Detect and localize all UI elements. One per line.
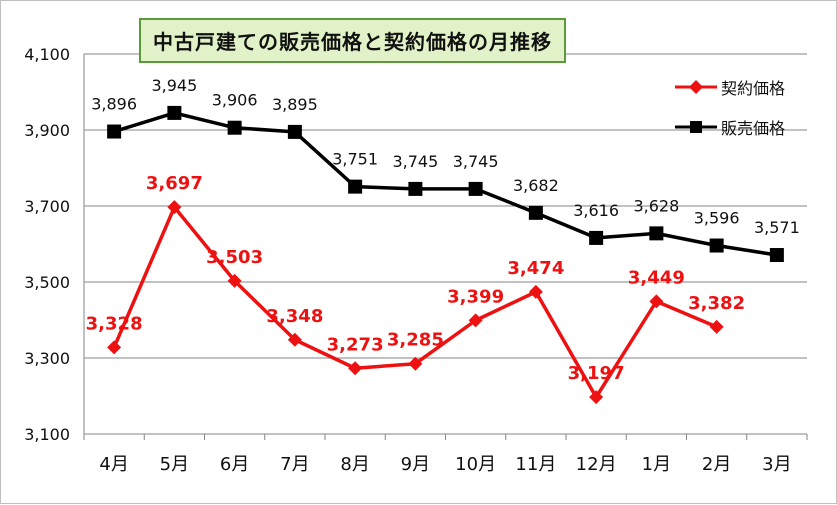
x-tick-label: 8月 xyxy=(340,454,369,475)
contract-price-point xyxy=(348,361,363,376)
sale-price-point xyxy=(107,124,122,139)
contract-price-label: 3,697 xyxy=(146,173,203,194)
x-tick-label: 1月 xyxy=(642,454,671,475)
legend-swatch-sale xyxy=(673,117,719,137)
sale-price-point xyxy=(167,105,182,120)
sale-price-point xyxy=(589,230,604,245)
contract-price-label: 3,328 xyxy=(86,313,143,334)
contract-price-point xyxy=(649,294,664,309)
sale-price-point xyxy=(468,181,483,196)
sale-price-line xyxy=(113,111,778,257)
sale-price-point xyxy=(408,181,423,196)
sale-price-label: 3,751 xyxy=(332,150,378,169)
contract-price-label: 3,348 xyxy=(266,306,323,327)
x-tick-label: 3月 xyxy=(762,454,791,475)
sale-price-label: 3,906 xyxy=(212,91,258,110)
contract-price-point xyxy=(287,332,302,347)
legend-item-contract: 契約価格 xyxy=(673,73,785,101)
contract-price-point xyxy=(528,284,543,299)
y-tick-label: 3,100 xyxy=(24,425,70,444)
x-tick-label: 10月 xyxy=(455,454,496,475)
sale-price-point xyxy=(227,120,242,135)
contract-price-point xyxy=(408,356,423,371)
contract-price-point xyxy=(167,200,182,215)
sale-price-label: 3,896 xyxy=(91,95,137,114)
legend-item-sale: 販売価格 xyxy=(673,113,785,141)
contract-price-label: 3,197 xyxy=(568,363,625,384)
contract-price-label: 3,449 xyxy=(628,267,685,288)
chart-title: 中古戸建ての販売価格と契約価格の月推移 xyxy=(139,18,566,63)
x-tick-label: 2月 xyxy=(702,454,731,475)
legend: 契約価格 販売価格 xyxy=(673,73,785,153)
legend-label-sale: 販売価格 xyxy=(721,119,786,138)
sale-price-label: 3,596 xyxy=(694,209,740,228)
sale-price-label: 3,945 xyxy=(151,76,197,95)
y-tick-label: 3,500 xyxy=(24,273,70,292)
sale-price-point xyxy=(709,238,724,253)
y-tick-label: 3,700 xyxy=(24,197,70,216)
x-tick-label: 12月 xyxy=(576,454,617,475)
x-tick-label: 4月 xyxy=(99,454,128,475)
x-tick-label: 5月 xyxy=(160,454,189,475)
legend-swatch-contract xyxy=(673,77,719,97)
contract-price-point xyxy=(107,340,122,355)
y-tick-label: 3,300 xyxy=(24,349,70,368)
contract-price-point xyxy=(468,313,483,328)
contract-price-label: 3,399 xyxy=(447,286,504,307)
x-tick-label: 6月 xyxy=(220,454,249,475)
x-tick-label: 7月 xyxy=(280,454,309,475)
sale-price-label: 3,682 xyxy=(513,176,559,195)
sale-price-label: 3,895 xyxy=(272,95,318,114)
x-tick-label: 11月 xyxy=(515,454,556,475)
legend-label-contract: 契約価格 xyxy=(721,79,786,98)
x-tick-label: 9月 xyxy=(401,454,430,475)
contract-price-point xyxy=(589,390,604,405)
sale-price-label: 3,745 xyxy=(392,152,438,171)
sale-price-point xyxy=(769,248,784,263)
contract-price-label: 3,273 xyxy=(327,334,384,355)
sale-price-label: 3,571 xyxy=(754,218,800,237)
sale-price-point xyxy=(287,124,302,139)
sale-price-label: 3,616 xyxy=(573,201,619,220)
sale-price-label: 3,628 xyxy=(633,196,679,215)
y-tick-label: 4,100 xyxy=(24,45,70,64)
contract-price-label: 3,285 xyxy=(387,330,444,351)
contract-price-label: 3,503 xyxy=(206,247,263,268)
contract-price-point xyxy=(227,273,242,288)
contract-price-point xyxy=(709,319,724,334)
contract-price-label: 3,382 xyxy=(688,293,745,314)
sale-price-label: 3,745 xyxy=(453,152,499,171)
contract-price-label: 3,474 xyxy=(507,258,564,279)
y-tick-label: 3,900 xyxy=(24,121,70,140)
sale-price-point xyxy=(528,205,543,220)
sale-price-point xyxy=(348,179,363,194)
sale-price-point xyxy=(649,226,664,241)
